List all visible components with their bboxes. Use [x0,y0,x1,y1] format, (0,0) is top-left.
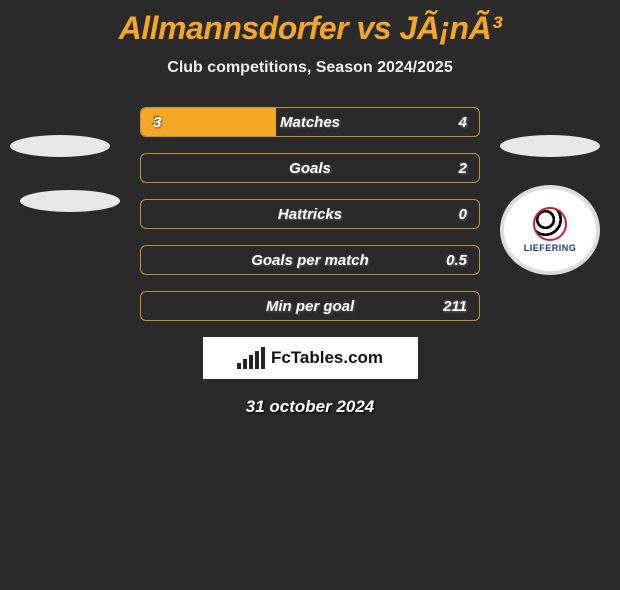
stat-label: Min per goal [266,298,354,315]
stat-row: Min per goal 211 [140,291,480,321]
page-subtitle: Club competitions, Season 2024/2025 [0,59,620,77]
branding-banner: FcTables.com [203,337,418,379]
club-badge-shadow-left-2 [20,190,120,212]
stat-value-right: 211 [443,298,467,315]
stat-label: Goals [289,160,331,177]
club-badge-shadow-left [10,135,110,157]
stat-row: 3 Matches 4 [140,107,480,137]
date-label: 31 october 2024 [0,397,620,417]
stat-label: Goals per match [251,252,369,269]
club-badge-shadow-right [500,135,600,157]
stat-row: Goals 2 [140,153,480,183]
ellipse-icon [500,135,600,157]
club-name-right: LIEFERING [524,243,577,253]
branding-text: FcTables.com [271,348,383,368]
stat-label: Matches [280,114,340,131]
stat-label: Hattricks [278,206,342,223]
stat-value-left: 3 [153,114,161,131]
bar-chart-icon [237,347,265,369]
stat-value-right: 4 [459,114,467,131]
stats-table: 3 Matches 4 Goals 2 Hattricks 0 Goals per match… [140,107,480,321]
stat-value-right: 2 [459,160,467,177]
page-title: Allmannsdorfer vs JÃ¡nÃ³ [0,10,620,47]
stat-row: Goals per match 0.5 [140,245,480,275]
ellipse-icon [10,135,110,157]
stat-value-right: 0 [459,206,467,223]
stat-value-right: 0.5 [446,252,467,269]
club-logo-right: LIEFERING [500,185,600,275]
soccer-ball-icon [533,207,567,241]
stat-row: Hattricks 0 [140,199,480,229]
